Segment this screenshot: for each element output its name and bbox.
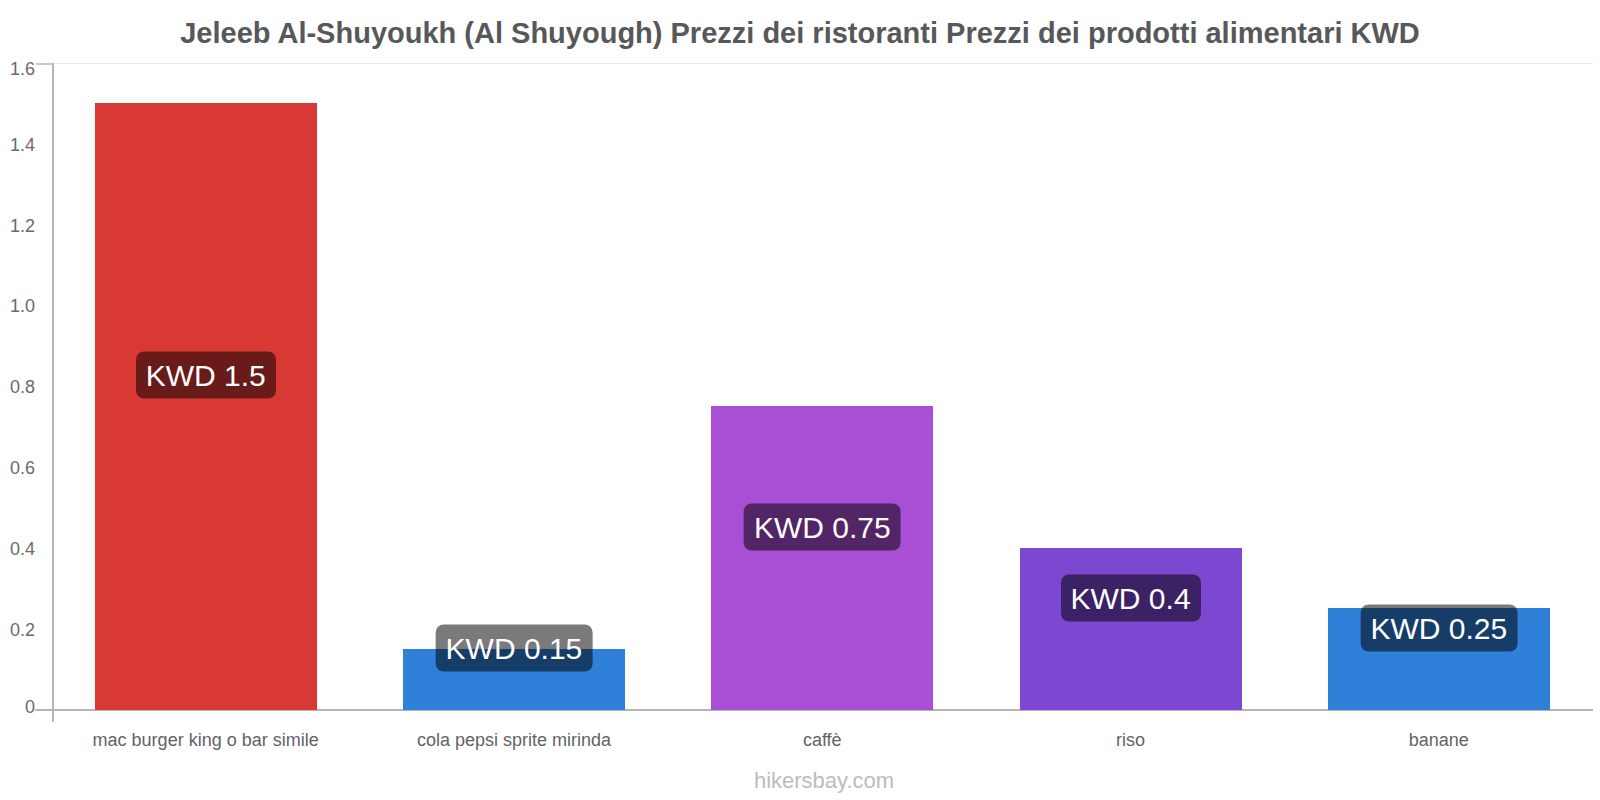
y-axis-tick-label: 0.6 (0, 458, 35, 478)
y-axis-tick-label: 0.2 (0, 620, 35, 640)
chart-bar (711, 406, 933, 709)
y-axis-tick-label: 1.2 (0, 216, 35, 236)
value-label: KWD 0.4 (1061, 574, 1201, 621)
category-label: mac burger king o bar simile (93, 730, 319, 751)
chart-bar (1020, 548, 1242, 710)
y-axis-tick-label: 1.0 (0, 296, 35, 316)
y-axis-tick-label: 0.4 (0, 539, 35, 559)
value-label: KWD 0.25 (1360, 604, 1517, 651)
top-gridline (52, 63, 1594, 64)
category-label: caffè (803, 730, 842, 751)
value-label: KWD 1.5 (136, 352, 276, 399)
y-axis-tick-label: 0.8 (0, 377, 35, 397)
y-axis-top-tick (36, 63, 52, 65)
value-label: KWD 0.15 (436, 625, 593, 672)
bar-chart: Jeleeb Al-Shuyoukh (Al Shuyough) Prezzi … (0, 0, 1600, 800)
category-label: cola pepsi sprite mirinda (417, 730, 611, 751)
footer-link[interactable]: hikersbay.com (754, 768, 894, 794)
category-label: riso (1116, 730, 1145, 751)
y-axis-tick-label: 1.4 (0, 135, 35, 155)
category-label: banane (1409, 730, 1469, 751)
y-axis-line (52, 63, 54, 722)
value-label: KWD 0.75 (744, 503, 901, 550)
chart-title: Jeleeb Al-Shuyoukh (Al Shuyough) Prezzi … (0, 17, 1600, 50)
chart-bar (95, 103, 317, 709)
y-axis-tick-label: 0 (0, 697, 35, 717)
y-axis-tick-label: 1.6 (0, 59, 35, 79)
